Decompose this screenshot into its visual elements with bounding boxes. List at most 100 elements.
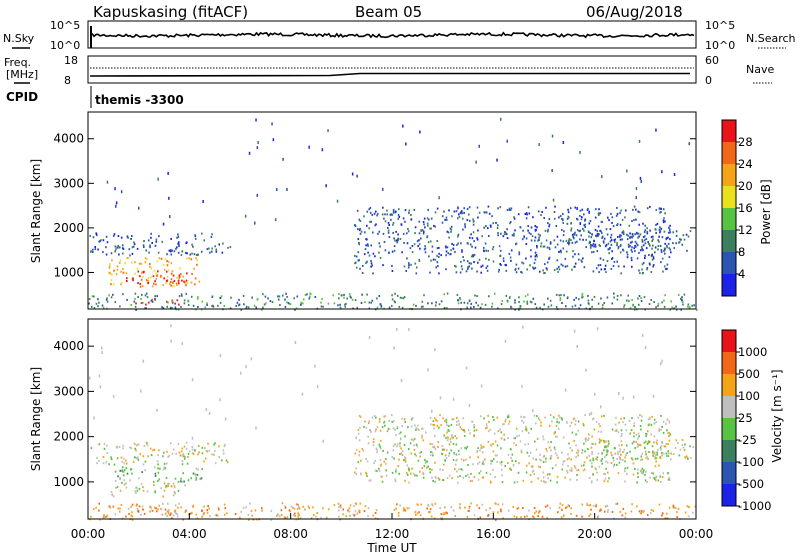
data-point <box>592 243 595 245</box>
data-point <box>614 238 617 241</box>
data-point <box>653 301 655 303</box>
data-point <box>223 445 226 448</box>
data-point <box>429 416 432 419</box>
data-point <box>181 460 184 462</box>
data-point <box>423 465 426 468</box>
data-point <box>466 473 469 476</box>
data-point <box>673 506 676 509</box>
data-point <box>351 172 354 176</box>
data-point <box>368 336 371 339</box>
data-point <box>649 205 651 208</box>
data-point <box>599 257 602 260</box>
data-point <box>146 490 149 493</box>
data-point <box>401 450 404 453</box>
data-point <box>498 245 501 248</box>
data-point <box>338 505 340 508</box>
data-point <box>347 509 349 512</box>
data-point <box>686 249 688 252</box>
data-point <box>566 297 569 300</box>
data-point <box>464 506 466 509</box>
data-point <box>652 244 654 247</box>
data-point <box>487 227 489 230</box>
data-point <box>165 476 168 479</box>
data-point <box>623 265 625 268</box>
data-point <box>421 467 423 470</box>
data-point <box>410 452 413 455</box>
data-point <box>354 224 356 226</box>
data-point <box>501 474 503 477</box>
data-point <box>424 462 427 465</box>
data-point <box>656 451 658 454</box>
data-point <box>117 244 119 247</box>
data-point <box>624 470 626 473</box>
data-point <box>548 223 551 226</box>
data-point <box>137 458 140 461</box>
data-point <box>308 145 310 149</box>
data-point <box>488 258 490 261</box>
data-point <box>672 453 675 455</box>
data-point <box>576 229 579 232</box>
data-point <box>607 450 609 453</box>
data-point <box>470 302 473 305</box>
data-point <box>555 306 558 308</box>
data-point <box>655 460 657 463</box>
nsky-series-line <box>91 31 695 39</box>
data-point <box>367 507 370 510</box>
data-point <box>644 346 647 350</box>
data-point <box>499 206 502 209</box>
data-point <box>633 247 635 250</box>
data-point <box>89 234 91 237</box>
data-point <box>559 416 561 419</box>
data-point <box>600 405 602 409</box>
data-point <box>554 452 557 455</box>
data-point <box>488 420 490 423</box>
data-point <box>631 220 633 223</box>
data-point <box>482 476 485 479</box>
data-point <box>616 502 619 505</box>
data-point <box>604 473 607 476</box>
data-point <box>152 275 155 278</box>
data-point <box>562 240 565 243</box>
data-point <box>481 264 484 267</box>
data-point <box>357 259 360 262</box>
data-point <box>620 272 622 275</box>
data-point <box>600 430 602 433</box>
data-point <box>166 264 169 267</box>
data-point <box>412 439 415 442</box>
data-point <box>392 231 394 234</box>
data-point <box>178 245 180 248</box>
data-point <box>503 233 506 236</box>
data-point <box>163 277 165 280</box>
data-point <box>431 302 433 305</box>
data-point <box>649 476 651 479</box>
data-point <box>361 271 364 274</box>
data-point <box>421 300 424 303</box>
data-point <box>433 224 435 227</box>
data-point <box>408 262 410 265</box>
data-point <box>471 237 474 240</box>
data-point <box>634 233 636 236</box>
data-point <box>557 456 559 459</box>
data-point <box>247 306 250 309</box>
data-point <box>678 241 681 244</box>
data-point <box>365 472 368 475</box>
data-point <box>93 295 95 298</box>
data-point <box>655 128 657 132</box>
data-point <box>631 458 634 461</box>
data-point <box>392 445 395 448</box>
data-point <box>177 442 180 445</box>
data-point <box>125 466 128 469</box>
data-point <box>402 232 405 235</box>
data-point <box>404 460 407 463</box>
data-point <box>459 271 462 274</box>
data-point <box>201 232 203 235</box>
data-point <box>629 232 631 235</box>
data-point <box>191 243 193 246</box>
data-point <box>364 248 367 251</box>
colorbar-tick-label: 4 <box>738 267 745 281</box>
data-point <box>549 241 552 244</box>
data-point <box>184 455 186 458</box>
colorbar-tick-label: -25 <box>738 433 757 447</box>
data-point <box>646 514 649 517</box>
data-point <box>588 210 590 214</box>
